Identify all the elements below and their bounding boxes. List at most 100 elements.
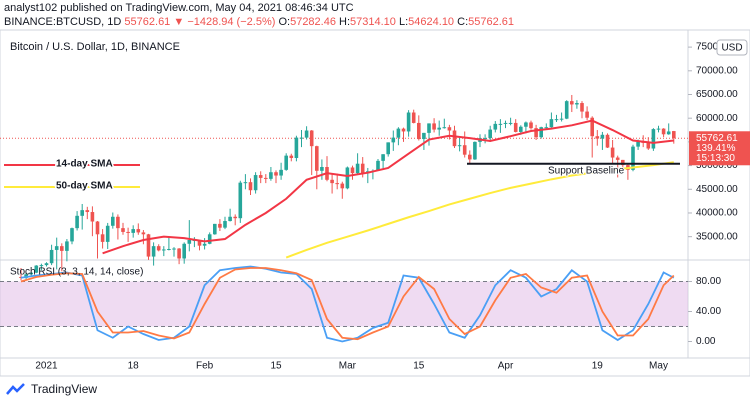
- candle-body: [595, 136, 600, 139]
- candle-body: [151, 246, 156, 257]
- candle-body: [391, 137, 396, 143]
- candle-body: [447, 127, 452, 131]
- sma-annotation: 14-day SMA: [56, 159, 113, 170]
- candle-body: [304, 130, 309, 138]
- candle-body: [345, 167, 350, 189]
- change: ▼ −1428.94 (−2.5%): [173, 16, 276, 28]
- price-tag-countdown: 15:13:30: [696, 153, 735, 164]
- candle-body: [223, 221, 227, 228]
- candle-body: [462, 145, 467, 155]
- candle-body: [228, 216, 232, 222]
- footer: TradingView: [6, 380, 97, 398]
- candle-body: [80, 210, 84, 216]
- x-tick-label: Feb: [196, 361, 214, 372]
- candle-body: [580, 103, 584, 112]
- y-tick-label: 80.00: [696, 276, 721, 287]
- x-tick-label: Apr: [498, 361, 514, 372]
- candle-body: [600, 134, 605, 139]
- ohlc-c-label: C:: [457, 16, 469, 28]
- x-tick-label: 2021: [35, 361, 58, 372]
- last-price: 55762.61: [124, 16, 171, 28]
- candle-body: [508, 122, 513, 124]
- candle-body: [197, 239, 202, 246]
- candle-body: [656, 128, 661, 130]
- candle-body: [381, 154, 385, 161]
- candle-body: [483, 138, 487, 140]
- price-tag-value: 55762.61: [696, 133, 738, 144]
- candle-body: [411, 112, 416, 123]
- candle-body: [564, 101, 569, 119]
- candle-body: [121, 228, 125, 232]
- candle-body: [320, 167, 324, 171]
- candle-body: [274, 172, 278, 176]
- y-tick-label: 35000.00: [696, 231, 738, 242]
- candle-body: [549, 119, 554, 128]
- candle-body: [498, 123, 503, 125]
- ohlc-o-label: O:: [278, 16, 291, 28]
- y-tick-label: 60000.00: [696, 113, 738, 124]
- candle-body: [141, 232, 146, 235]
- candle-body: [29, 272, 33, 275]
- candle-body: [207, 234, 212, 244]
- candle-body: [294, 137, 299, 159]
- price-tag-change: 139.41%: [696, 143, 736, 154]
- candle-body: [468, 154, 472, 160]
- candle-body: [554, 119, 559, 121]
- brand-logo: [6, 383, 25, 395]
- candle-body: [503, 122, 508, 124]
- candle-body: [672, 131, 676, 139]
- candle-body: [534, 128, 538, 138]
- candle-body: [519, 126, 523, 132]
- candle-body: [167, 248, 171, 250]
- x-tick-label: 15: [270, 361, 282, 372]
- candle-body: [258, 175, 263, 178]
- candle-body: [60, 246, 64, 251]
- candle-body: [315, 146, 319, 171]
- ohlc-h: 57314.10: [350, 16, 396, 28]
- sma-line: [285, 161, 674, 259]
- candle-body: [646, 142, 651, 149]
- candle-body: [172, 248, 176, 250]
- candle-body: [513, 122, 518, 132]
- price-tag: [689, 131, 750, 166]
- candle-body: [238, 182, 243, 219]
- candle-body: [284, 155, 288, 170]
- candle-body: [111, 216, 115, 226]
- candle-body: [335, 183, 339, 185]
- candle-body: [253, 175, 258, 191]
- y-tick-label: 0.00: [696, 336, 716, 347]
- candle-body: [396, 128, 401, 138]
- candle-body: [248, 182, 253, 191]
- candle-body: [432, 123, 436, 130]
- ohlc-h-label: H:: [339, 16, 351, 28]
- candle-body: [539, 127, 543, 138]
- candle-body: [360, 163, 365, 174]
- y-tick-label: 50000.00: [696, 160, 738, 171]
- candle-body: [187, 239, 192, 244]
- candle-body: [615, 157, 620, 160]
- candle-body: [309, 130, 314, 147]
- candle-body: [452, 130, 457, 147]
- candle-body: [631, 146, 635, 170]
- y-tick-label: 40000.00: [696, 208, 738, 219]
- candle-body: [177, 248, 181, 259]
- candle-body: [585, 111, 589, 118]
- candle-body: [488, 129, 492, 139]
- x-tick-label: 18: [128, 361, 140, 372]
- candle-body: [44, 263, 49, 266]
- chart-title: Bitcoin / U.S. Dollar, 1D, BINANCE: [10, 41, 180, 53]
- candle-body: [330, 179, 334, 184]
- candle-body: [437, 127, 441, 130]
- candle-body: [289, 155, 294, 159]
- candle-body: [661, 128, 666, 135]
- candle-body: [427, 123, 431, 133]
- candle-body: [610, 147, 615, 158]
- published-line: analyst102 published on TradingView.com,…: [4, 2, 354, 14]
- y-tick-label: 70000.00: [696, 65, 738, 76]
- candle-body: [666, 131, 671, 135]
- candle-body: [417, 122, 421, 140]
- candle-body: [473, 141, 477, 160]
- candle-body: [406, 112, 411, 132]
- symbol-line: BINANCE:BTCUSD, 1D 55762.61 ▼ −1428.94 (…: [4, 16, 514, 28]
